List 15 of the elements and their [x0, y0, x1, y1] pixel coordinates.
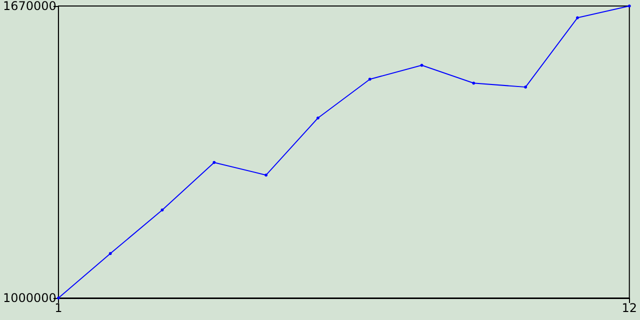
point: [576, 16, 579, 20]
point: [472, 82, 476, 85]
y-tick-label: 1000000: [2, 291, 56, 305]
point: [160, 208, 164, 212]
x-tick-label: 12: [622, 301, 638, 315]
point: [56, 296, 60, 300]
point: [212, 160, 216, 164]
point: [524, 86, 528, 89]
point: [420, 64, 424, 67]
point: [264, 174, 268, 177]
x-tick-label: 1: [54, 301, 62, 315]
y-tick-label: 1670000: [2, 0, 56, 13]
point: [628, 4, 631, 8]
point: [108, 252, 112, 256]
line-series: [56, 4, 631, 300]
